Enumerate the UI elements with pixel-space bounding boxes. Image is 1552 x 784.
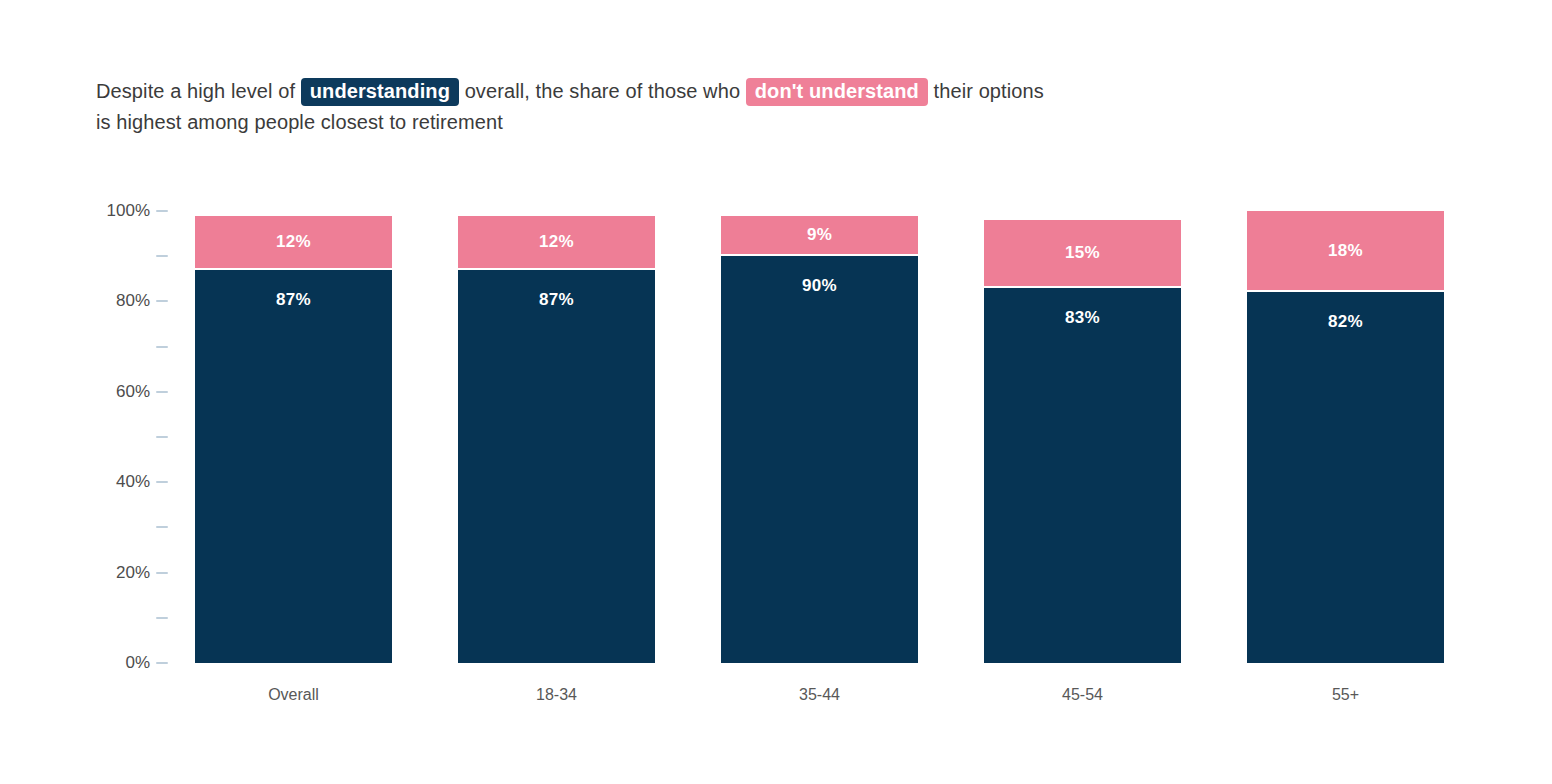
bar-55: 18% 82% [1247,211,1444,663]
understand-value-label: 90% [802,276,837,296]
y-axis-label: 20% [60,562,150,584]
bar-35-44: 9% 90% [721,216,918,663]
dont-understand-value-label: 12% [276,232,311,252]
y-axis-tick [156,436,168,438]
y-axis-tick [156,662,168,664]
x-axis-label-overall: Overall [195,686,392,704]
y-axis-label: 60% [60,381,150,403]
x-axis-label-55: 55+ [1247,686,1444,704]
segment-understand: 82% [1247,292,1444,663]
bar-overall: 12% 87% [195,216,392,663]
segment-dont-understand: 12% [458,216,655,270]
segment-dont-understand: 15% [984,220,1181,288]
dont-understand-value-label: 12% [539,232,574,252]
y-axis-tick [156,481,168,483]
y-axis-tick [156,526,168,528]
bar-18-34: 12% 87% [458,216,655,663]
y-axis-label: 40% [60,471,150,493]
bar-45-54: 15% 83% [984,220,1181,663]
y-axis-tick [156,617,168,619]
understand-value-label: 87% [539,290,574,310]
chart-page: Despite a high level of understanding ov… [0,0,1552,784]
segment-dont-understand: 18% [1247,211,1444,292]
y-axis-tick [156,572,168,574]
y-axis-label: 100% [60,200,150,222]
y-axis-tick [156,210,168,212]
y-axis-tick [156,255,168,257]
x-axis-label-18-34: 18-34 [458,686,655,704]
segment-understand: 83% [984,288,1181,663]
dont-understand-value-label: 15% [1065,243,1100,263]
segment-understand: 90% [721,256,918,663]
segment-dont-understand: 9% [721,216,918,257]
dont-understand-value-label: 18% [1328,241,1363,261]
segment-understand: 87% [458,270,655,663]
stacked-bar-chart: 0% 20% 40% 60% 80% 100% 12% 87% Overall 12% 87% 18-… [0,0,1552,784]
y-axis-tick [156,300,168,302]
understand-value-label: 82% [1328,312,1363,332]
y-axis-label: 0% [60,652,150,674]
segment-dont-understand: 12% [195,216,392,270]
segment-understand: 87% [195,270,392,663]
x-axis-label-45-54: 45-54 [984,686,1181,704]
understand-value-label: 83% [1065,308,1100,328]
y-axis-tick [156,391,168,393]
dont-understand-value-label: 9% [807,225,832,245]
x-axis-label-35-44: 35-44 [721,686,918,704]
y-axis-label: 80% [60,290,150,312]
y-axis-tick [156,346,168,348]
understand-value-label: 87% [276,290,311,310]
